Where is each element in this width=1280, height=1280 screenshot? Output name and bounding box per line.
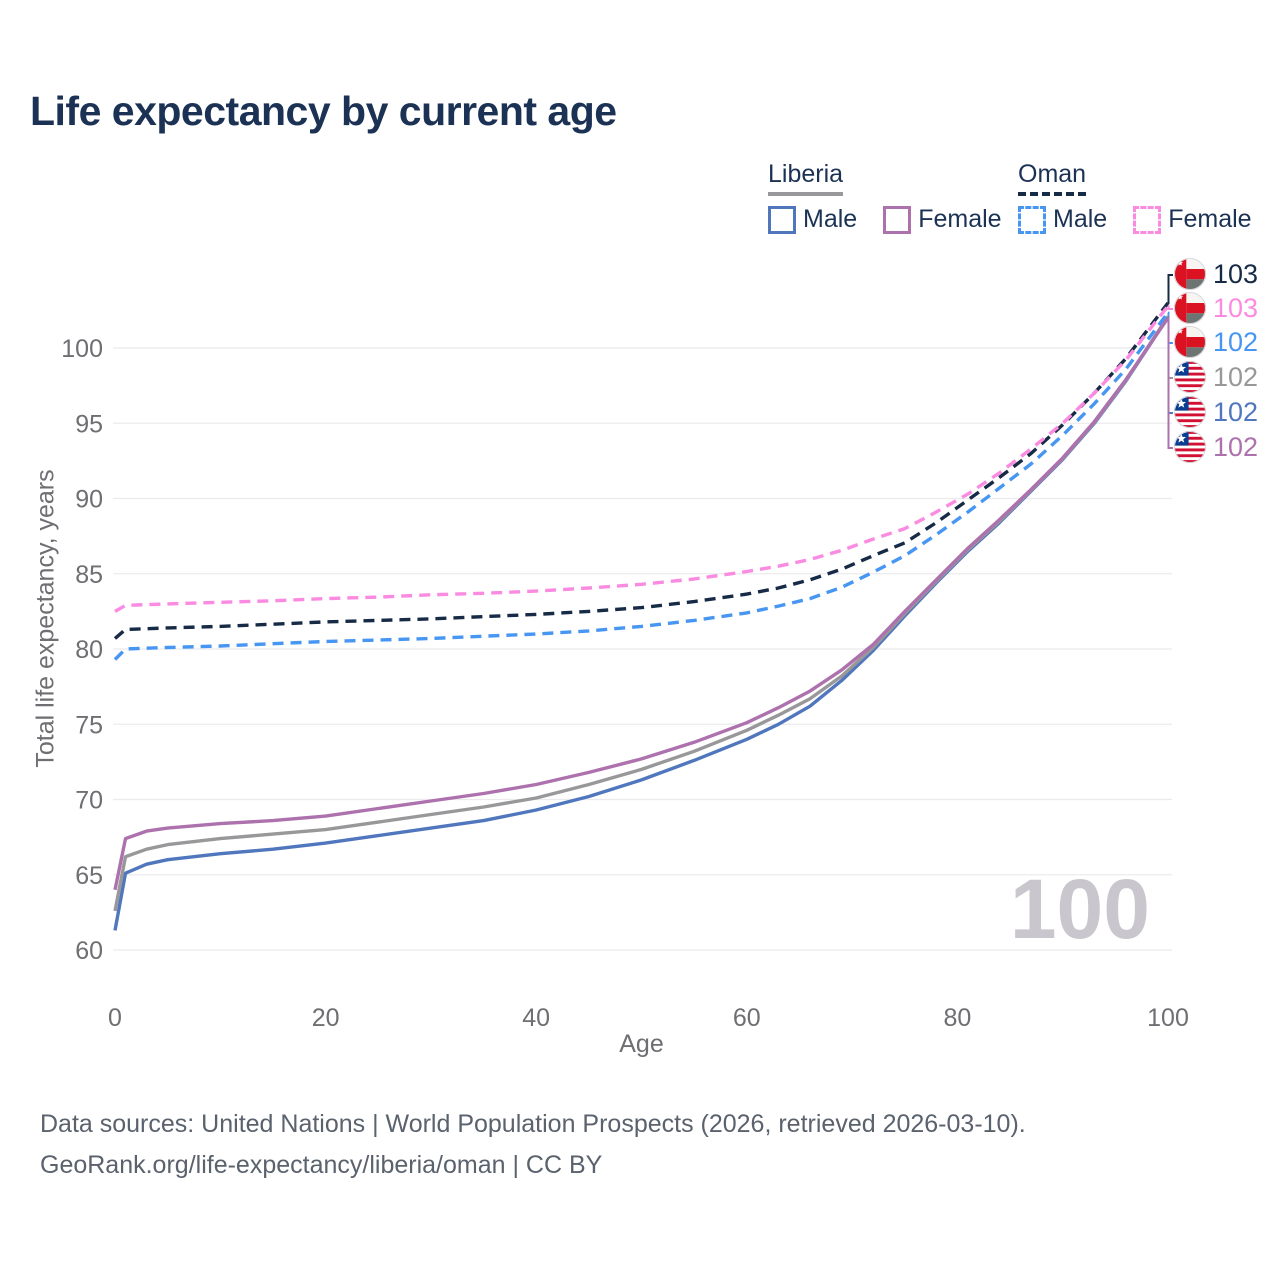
oman-flag-icon [1174, 326, 1206, 358]
legend-item-liberia-female[interactable]: Female [883, 205, 1002, 234]
legend-label-oman-male: Male [1053, 205, 1108, 233]
end-label-value: 102 [1213, 396, 1259, 427]
oman-flag-icon [1174, 292, 1206, 324]
end-label-value: 102 [1213, 326, 1259, 357]
legend-swatch-liberia-female [883, 205, 912, 234]
end-label-value: 102 [1213, 361, 1259, 392]
end-label-row-5: 102 [1174, 431, 1258, 463]
series-line-oman-both-sexes- [113, 301, 1170, 640]
leader-line-0 [1167, 274, 1173, 304]
legend-group-oman: Oman Male Female [1018, 160, 1252, 234]
footer-attribution: GeoRank.org/life-expectancy/liberia/oman… [40, 1151, 603, 1179]
legend-label-liberia-female: Female [918, 205, 1002, 233]
leader-line-5 [1167, 316, 1173, 449]
y-tick-label-70: 70 [75, 787, 103, 815]
series-line-liberia-male [113, 316, 1170, 931]
legend-label-liberia-male: Male [803, 205, 858, 233]
legend-group-label-liberia: Liberia [768, 160, 844, 196]
legend-swatch-oman-male [1018, 205, 1046, 234]
end-label-value: 103 [1213, 292, 1259, 323]
y-tick-label-60: 60 [75, 937, 103, 965]
end-label-value: 102 [1213, 431, 1259, 462]
end-label-row-0: 103 [1174, 258, 1258, 290]
legend-item-oman-female[interactable]: Female [1133, 205, 1252, 234]
legend-group-label-oman: Oman [1018, 160, 1087, 196]
x-tick-label-40: 40 [522, 1004, 550, 1032]
x-tick-label-100: 100 [1147, 1004, 1189, 1032]
y-tick-label-65: 65 [75, 862, 103, 890]
y-tick-label-95: 95 [75, 410, 103, 438]
liberia-flag-icon [1174, 361, 1206, 393]
legend-label-oman-female: Female [1168, 205, 1252, 233]
legend-swatch-liberia-male [768, 205, 796, 234]
legend-swatch-oman-female [1133, 205, 1162, 234]
end-label-row-4: 102 [1174, 396, 1258, 428]
liberia-flag-icon [1174, 431, 1206, 463]
y-tick-label-100: 100 [61, 335, 103, 363]
legend-item-liberia-male[interactable]: Male [768, 205, 857, 234]
leader-line-1 [1167, 304, 1173, 310]
end-label-value: 103 [1213, 258, 1259, 289]
series-line-liberia-female [113, 316, 1170, 891]
y-tick-label-75: 75 [75, 711, 103, 739]
x-axis-title: Age [619, 1030, 664, 1058]
x-tick-label-0: 0 [108, 1004, 122, 1032]
age-cursor-watermark: 100 [1009, 862, 1150, 956]
y-tick-label-80: 80 [75, 636, 103, 664]
end-label-row-3: 102 [1174, 361, 1258, 393]
footer: Data sources: United Nations | World Pop… [40, 1104, 1026, 1186]
end-label-row-2: 102 [1174, 326, 1258, 358]
oman-flag-icon [1174, 258, 1206, 290]
x-tick-label-80: 80 [943, 1004, 971, 1032]
legend-group-liberia: Liberia Male Female [768, 160, 1002, 234]
series-line-oman-female [114, 304, 1170, 613]
end-label-row-1: 103 [1174, 292, 1258, 324]
y-tick-label-85: 85 [75, 561, 103, 589]
x-tick-label-60: 60 [733, 1004, 761, 1032]
y-tick-label-90: 90 [75, 486, 103, 514]
legend-item-oman-male[interactable]: Male [1018, 205, 1107, 234]
series-line-oman-male [113, 311, 1170, 661]
footer-data-sources: Data sources: United Nations | World Pop… [40, 1110, 1026, 1138]
y-axis-title: Total life expectancy, years [31, 469, 60, 768]
page-title: Life expectancy by current age [30, 88, 617, 134]
liberia-flag-icon [1174, 396, 1206, 428]
x-tick-label-20: 20 [312, 1004, 340, 1032]
